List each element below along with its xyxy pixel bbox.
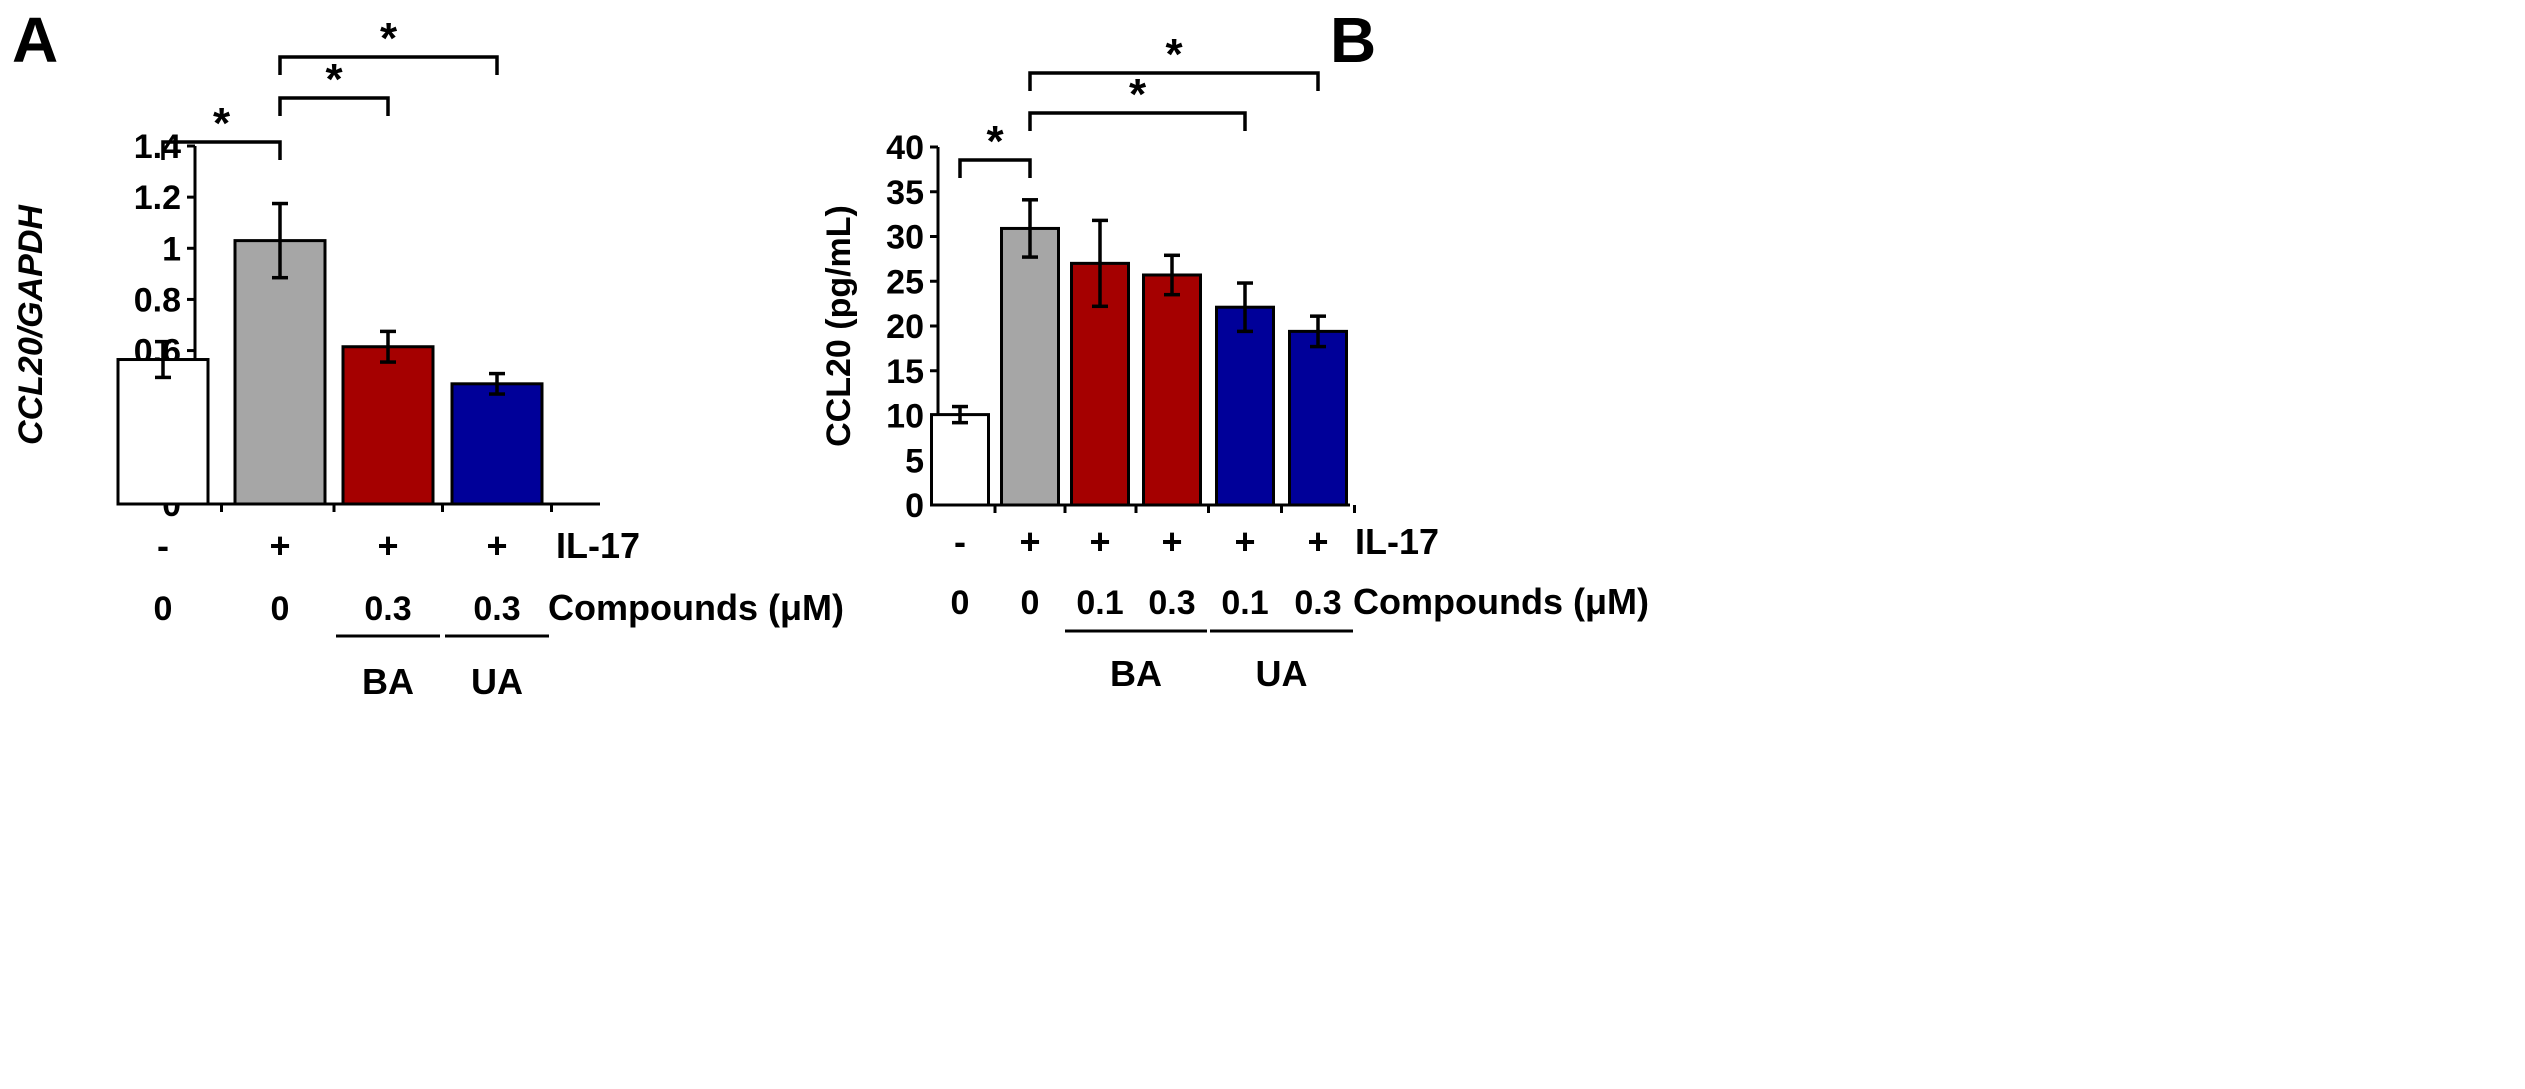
panel-a-bar: [341, 345, 435, 506]
panel-a-compound-dose: 0.3: [364, 590, 411, 628]
panel-b-bar: [930, 413, 990, 507]
panel-b-significance-bracket: [958, 158, 1032, 178]
panel-a-significance-bracket: [278, 96, 390, 116]
panel-a-label: A: [12, 4, 58, 76]
panel-a-y-tick-label: 1: [162, 230, 181, 268]
panel-a-significance-star: *: [380, 14, 398, 63]
panel-b-compound-dose: 0.3: [1148, 584, 1195, 622]
panel-a-compounds-label: Compounds (μM): [548, 587, 844, 628]
panel-a-compound-dose: 0: [154, 590, 173, 628]
panel-b-compound-dose: 0: [951, 584, 970, 622]
panel-a-bar: [233, 239, 327, 506]
panel-b-il17-sign: +: [1234, 521, 1255, 562]
panel-b-bar: [1288, 329, 1348, 507]
panel-b-y-tick-label: 40: [886, 129, 924, 167]
panel-b-y-tick-label: 5: [905, 442, 924, 480]
panel-a-il17-label: IL-17: [556, 525, 640, 566]
panel-a-y-axis-label: CCL20/GAPDH: [12, 204, 50, 445]
panel-b-y-tick-label: 20: [886, 308, 924, 346]
panel-b-compound-dose: 0.3: [1294, 584, 1341, 622]
panel-a-y-tick-label: 0.8: [134, 281, 181, 319]
panel-b-bar: [1215, 305, 1275, 507]
panel-b-il17-sign: +: [1019, 521, 1040, 562]
panel-a-group-label-ba: BA: [362, 661, 414, 702]
panel-b-il17-sign: +: [1089, 521, 1110, 562]
panel-a-y-tick-label: 1.2: [134, 179, 181, 217]
panel-a-il17-sign: +: [486, 525, 507, 566]
chart-panel-b: 0 5 10 15 20 25 30 35 40 CCL20 (pg/mL) - + + + + + IL-17…: [820, 30, 1649, 694]
panel-b-y-tick-label: 25: [886, 263, 924, 301]
panel-b-group-label-ua: UA: [1256, 653, 1308, 694]
panel-b-compound-dose: 0.1: [1076, 584, 1123, 622]
chart-panel-a: 00.20.40.60.811.21.4CCL20/GAPDH-+++IL-17…: [12, 14, 844, 702]
panel-b-compound-dose: 0: [1021, 584, 1040, 622]
panel-a-y-tick-label: 1.4: [134, 128, 181, 166]
panel-a-compound-dose: 0.3: [473, 590, 520, 628]
panel-b-compound-dose: 0.1: [1221, 584, 1268, 622]
panel-b-compounds-label: Compounds (μM): [1353, 581, 1649, 622]
panel-b-y-axis-label: CCL20 (pg/mL): [820, 205, 858, 447]
panel-b-y-tick-label: 15: [886, 353, 924, 391]
panel-b-y-tick-label: 35: [886, 174, 924, 212]
panel-b-significance-star: *: [1165, 30, 1183, 79]
panel-b-il17-sign: +: [1307, 521, 1328, 562]
panel-a-bar: [116, 358, 210, 506]
panel-b-y-tick-label: 30: [886, 219, 924, 257]
panel-a-bar: [450, 382, 544, 506]
panel-a-significance-bracket: [161, 140, 282, 160]
panel-b-significance-bracket: [1028, 111, 1247, 131]
panel-a-significance-star: *: [325, 55, 343, 104]
panel-a-il17-sign: +: [269, 525, 290, 566]
panel-b-group-label-ba: BA: [1110, 653, 1162, 694]
panel-b-label: B: [1330, 4, 1376, 76]
panel-a-compound-dose: 0: [271, 590, 290, 628]
panel-b-il17-sign: -: [954, 521, 966, 562]
panel-a-group-label-ua: UA: [471, 661, 523, 702]
panel-b-il17-label: IL-17: [1355, 521, 1439, 562]
panel-b-y-tick-label: 0: [905, 487, 924, 525]
panel-b-bar: [1142, 273, 1202, 507]
panel-b-il17-sign: +: [1161, 521, 1182, 562]
panel-b-significance-star: *: [1129, 70, 1147, 119]
panel-b-y-tick-label: 10: [886, 398, 924, 436]
panel-a-il17-sign: +: [377, 525, 398, 566]
panel-b-bar: [1000, 226, 1060, 507]
panel-b-significance-bracket: [1028, 71, 1320, 91]
panel-a-significance-bracket: [278, 55, 499, 75]
panel-a-significance-star: *: [213, 99, 231, 148]
panel-a-il17-sign: -: [157, 525, 169, 566]
panel-b-significance-star: *: [986, 117, 1004, 166]
